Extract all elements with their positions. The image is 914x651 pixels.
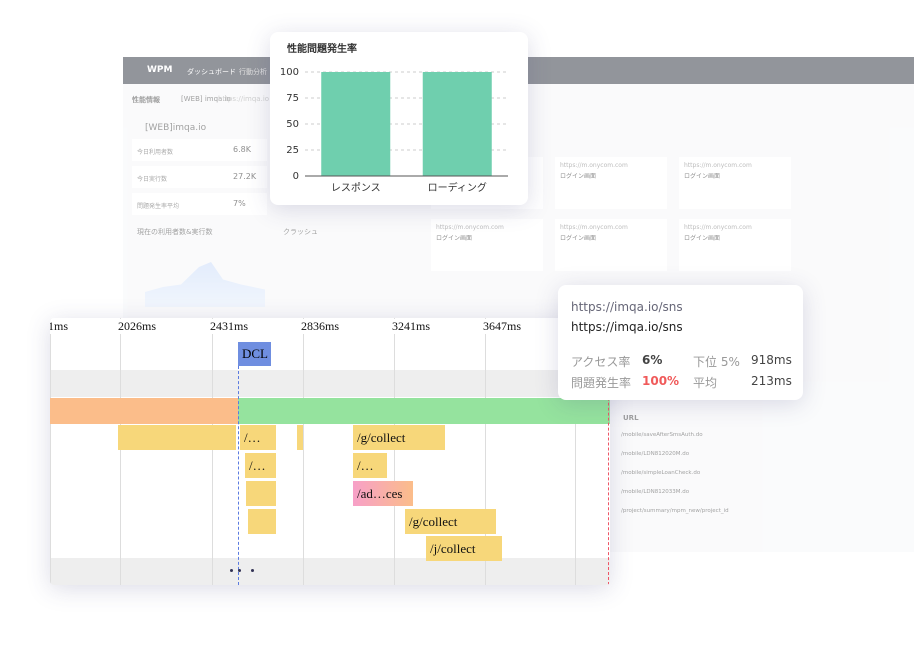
service-url: https://imqa.io bbox=[218, 95, 270, 103]
grid-line bbox=[212, 318, 213, 585]
request-bar bbox=[297, 425, 303, 450]
table-row: /mobile/saveAfterSmsAuth.do bbox=[621, 432, 703, 438]
stat-row bbox=[132, 166, 267, 188]
row-band bbox=[50, 558, 610, 585]
metric-value: 213ms bbox=[751, 374, 792, 388]
y-tick-label: 100 bbox=[280, 67, 299, 78]
y-tick-label: 0 bbox=[293, 171, 299, 182]
tab[interactable]: 行動分析 bbox=[239, 68, 267, 76]
url-card: https://imqa.io/sns https://imqa.io/sns … bbox=[558, 285, 803, 400]
dcl-marker: DCL bbox=[238, 342, 271, 366]
request-bar bbox=[246, 481, 276, 506]
chart-title: 性能問題発生率 bbox=[286, 42, 357, 55]
url-title: https://imqa.io/sns bbox=[571, 320, 683, 334]
metric-value: 100% bbox=[642, 374, 680, 388]
tick-label: 2431ms bbox=[210, 319, 249, 334]
card-url: https://m.onycom.com bbox=[436, 224, 504, 231]
dash-card bbox=[679, 219, 791, 271]
dot bbox=[251, 569, 254, 572]
x-tick-label: ローディング bbox=[428, 181, 487, 194]
card-url: https://m.onycom.com bbox=[560, 162, 628, 169]
request-bar: /… bbox=[240, 425, 276, 450]
dash-card bbox=[679, 157, 791, 209]
grid-line bbox=[120, 318, 121, 585]
dash-card bbox=[555, 157, 667, 209]
metric-label: アクセス率 bbox=[571, 355, 631, 369]
y-tick-label: 50 bbox=[286, 119, 299, 130]
site: [WEB]imqa.io bbox=[145, 123, 207, 133]
load-line bbox=[608, 318, 609, 585]
service: [WEB] imqa.io bbox=[181, 95, 231, 103]
grid-line bbox=[485, 318, 486, 585]
card-title: ログイン画面 bbox=[684, 235, 721, 242]
tab[interactable]: ダッシュボード bbox=[187, 68, 236, 76]
stat-label: 今日利用者数 bbox=[137, 149, 174, 156]
grid-line bbox=[50, 318, 51, 585]
tick-label: 1ms bbox=[50, 319, 69, 334]
tick-label: 3241ms bbox=[392, 319, 431, 334]
table-row: /mobile/LDN812020M.do bbox=[621, 451, 690, 457]
dot bbox=[238, 569, 241, 572]
y-tick-label: 25 bbox=[286, 145, 299, 156]
request-bar: /… bbox=[353, 453, 387, 478]
bar bbox=[422, 72, 492, 176]
stat-value: 6.8K bbox=[233, 145, 251, 154]
request-bar bbox=[248, 509, 276, 534]
panel-title: クラッシュ bbox=[283, 228, 318, 236]
table-row: /mobile/simpleLoanCheck.do bbox=[621, 470, 701, 476]
stat-label: 今日実行数 bbox=[137, 176, 168, 183]
request-bar: /ad…ces bbox=[353, 481, 413, 506]
bar bbox=[321, 72, 391, 176]
request-bar: /j/collect bbox=[426, 536, 502, 561]
tick-label: 2836ms bbox=[301, 319, 340, 334]
card-url: https://m.onycom.com bbox=[684, 224, 752, 231]
load-bar bbox=[50, 398, 238, 424]
dash-card bbox=[555, 219, 667, 271]
card-url: https://m.onycom.com bbox=[560, 224, 628, 231]
row-band bbox=[50, 370, 610, 397]
load-bar bbox=[238, 398, 610, 424]
table-row: /mobile/LDN812033M.do bbox=[621, 489, 690, 495]
grid-line bbox=[303, 318, 304, 585]
tick-label: 2026ms bbox=[118, 319, 157, 334]
stat-value: 7% bbox=[233, 199, 246, 208]
chart: 性能問題発生率 0 25 50 75 100 レスポンス ローディング bbox=[280, 42, 508, 194]
section-title: 性能情報 bbox=[132, 96, 160, 104]
url: https://imqa.io/sns bbox=[571, 300, 683, 314]
stat-row bbox=[132, 139, 267, 161]
card-title: ログイン画面 bbox=[684, 173, 721, 180]
metric-label: 問題発生率 bbox=[571, 376, 632, 390]
metric-value: 918ms bbox=[751, 353, 792, 367]
card-title: ログイン画面 bbox=[560, 235, 597, 242]
area-chart bbox=[145, 262, 265, 307]
request-bar: /g/collect bbox=[405, 509, 496, 534]
stat-label: 問題発生率平均 bbox=[137, 203, 180, 210]
table-header: URL bbox=[623, 414, 639, 422]
panel-title: 現在の利用者数&実行数 bbox=[137, 228, 213, 236]
request-bar bbox=[118, 425, 236, 450]
x-tick-label: レスポンス bbox=[331, 182, 381, 194]
dot bbox=[230, 569, 233, 572]
tick-label: 3647ms bbox=[483, 319, 522, 334]
y-tick-label: 75 bbox=[286, 93, 299, 104]
stat-row bbox=[132, 193, 267, 215]
metric-label: 平均 bbox=[693, 376, 718, 390]
metric-label: 下位 5% bbox=[693, 355, 740, 369]
dcl-line bbox=[238, 366, 239, 585]
grid-line bbox=[575, 318, 576, 585]
timeline: 1ms 2026ms 2431ms 2836ms 3241ms 3647ms DCL /… /g… bbox=[50, 318, 610, 585]
dash-card bbox=[431, 219, 543, 271]
table-row: /project/summary/mpm_new/project_id bbox=[621, 508, 729, 514]
request-bar: /g/collect bbox=[353, 425, 445, 450]
card-title: ログイン画面 bbox=[560, 173, 597, 180]
grid-line bbox=[394, 318, 395, 585]
card-url: https://m.onycom.com bbox=[684, 162, 752, 169]
card-title: ログイン画面 bbox=[436, 235, 473, 242]
stat-value: 27.2K bbox=[233, 172, 257, 181]
brand: WPM bbox=[147, 65, 173, 75]
request-bar: /… bbox=[245, 453, 276, 478]
metric-value: 6% bbox=[642, 353, 663, 367]
bar-chart-card: 性能問題発生率 0 25 50 75 100 レスポンス ローディング bbox=[270, 32, 528, 205]
